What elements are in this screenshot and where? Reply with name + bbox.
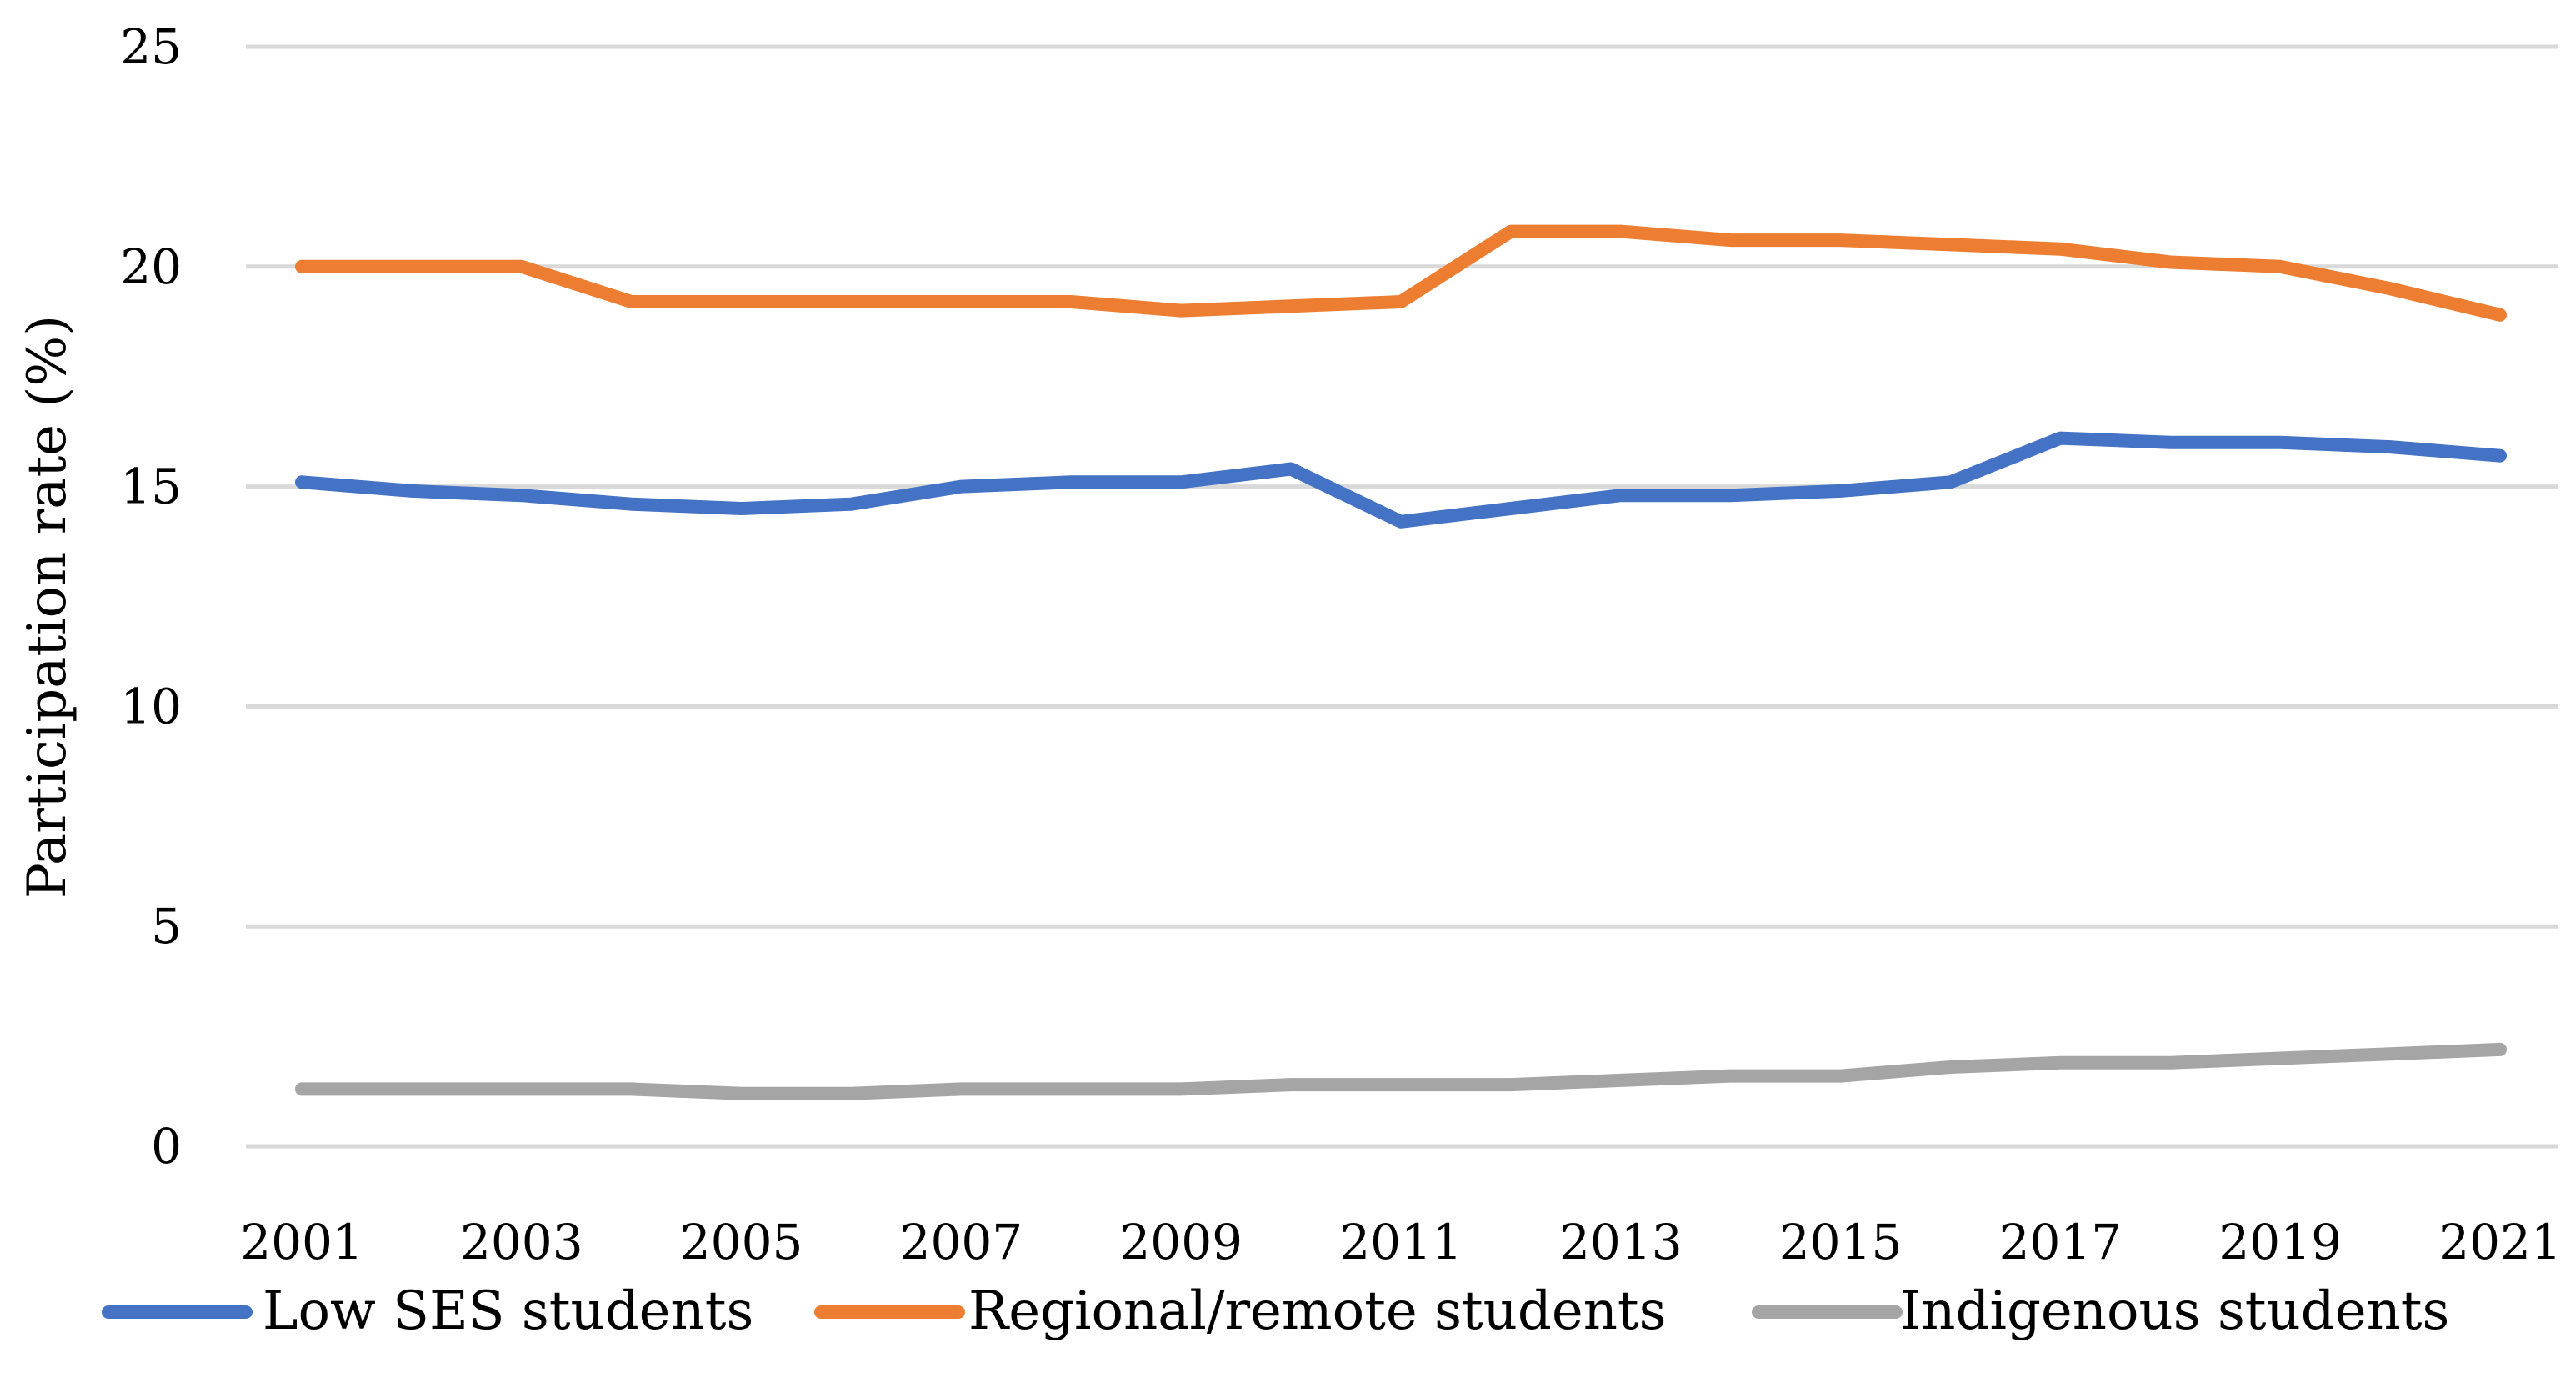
- gridlines: [246, 44, 2558, 1149]
- series-line-regional-remote-students: [295, 224, 2507, 322]
- y-tick-label-10: 10: [120, 678, 182, 734]
- x-tick-label-2013: 2013: [1559, 1214, 1683, 1270]
- y-axis-tick-labels: 0 5 10 15 20 25: [120, 18, 182, 1175]
- x-tick-label-2007: 2007: [900, 1214, 1023, 1270]
- legend-item-regional-remote-students[interactable]: Regional/remote students: [814, 1280, 1666, 1342]
- y-tick-label-5: 5: [151, 898, 182, 955]
- x-tick-label-2001: 2001: [240, 1214, 363, 1270]
- series-line-low-ses-students: [295, 431, 2507, 529]
- x-axis-tick-labels: 2001 2003 2005 2007 2009 2011 2013 2015 2017 2019…: [240, 1214, 2562, 1270]
- y-tick-label-20: 20: [120, 238, 182, 295]
- x-tick-label-2015: 2015: [1779, 1214, 1903, 1270]
- legend-item-indigenous-students[interactable]: Indigenous students: [1752, 1280, 2449, 1342]
- y-tick-label-0: 0: [151, 1118, 182, 1175]
- legend-item-low-ses-students[interactable]: Low SES students: [102, 1280, 753, 1342]
- y-axis-title: Participation rate (%): [17, 315, 78, 899]
- x-tick-label-2017: 2017: [1999, 1214, 2123, 1270]
- legend-label-low-ses-students: Low SES students: [263, 1280, 753, 1342]
- x-tick-label-2005: 2005: [680, 1214, 803, 1270]
- x-tick-label-2009: 2009: [1119, 1214, 1243, 1270]
- y-tick-label-15: 15: [120, 458, 182, 515]
- legend[interactable]: Low SES students Regional/remote students…: [102, 1280, 2449, 1342]
- x-tick-label-2021: 2021: [2438, 1214, 2562, 1270]
- series-lines: [295, 224, 2507, 1100]
- x-tick-label-2011: 2011: [1339, 1214, 1463, 1270]
- x-tick-label-2019: 2019: [2218, 1214, 2342, 1270]
- legend-label-indigenous-students: Indigenous students: [1900, 1280, 2449, 1342]
- x-tick-label-2003: 2003: [460, 1214, 583, 1270]
- series-line-indigenous-students: [295, 1042, 2507, 1100]
- y-tick-label-25: 25: [120, 18, 182, 75]
- legend-label-regional-remote-students: Regional/remote students: [968, 1280, 1666, 1342]
